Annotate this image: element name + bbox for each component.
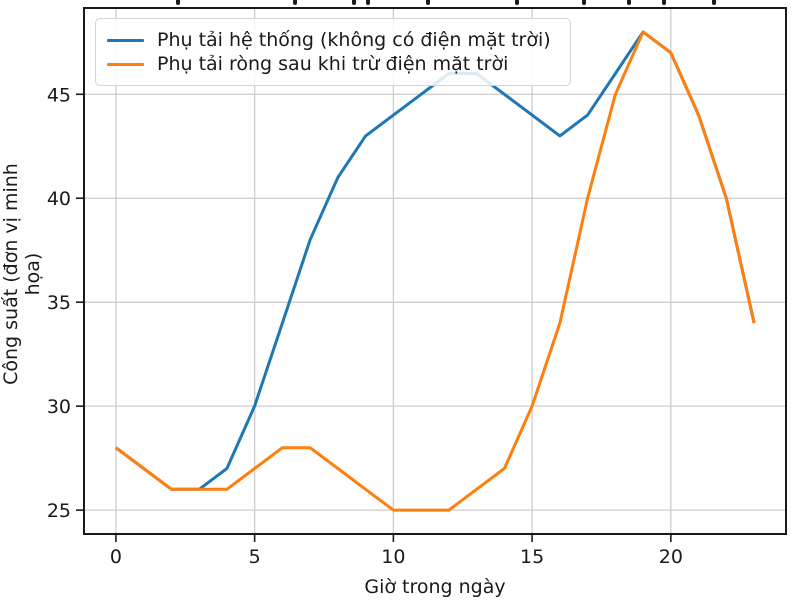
legend-item-net-load: Phụ tải ròng sau khi trừ điện mặt trời bbox=[107, 52, 558, 76]
x-tick-label: 10 bbox=[381, 546, 405, 568]
y-tick-label: 40 bbox=[47, 188, 71, 210]
legend-swatch-net-load bbox=[107, 62, 144, 66]
y-axis-label: Công suất (đơn vị minh họa) bbox=[0, 163, 44, 385]
clipped-title-glyph-fragment bbox=[426, 0, 430, 5]
plot-border bbox=[83, 7, 787, 535]
y-tick-label: 35 bbox=[47, 292, 71, 314]
gridlines bbox=[84, 8, 786, 534]
y-tick-label: 45 bbox=[47, 84, 71, 106]
clipped-title-glyph-fragment bbox=[176, 0, 180, 5]
clipped-title-fragments bbox=[0, 0, 800, 6]
clipped-title-glyph-fragment bbox=[712, 0, 716, 5]
x-tick-label: 15 bbox=[520, 546, 544, 568]
clipped-title-glyph-fragment bbox=[293, 0, 297, 5]
y-tick-label: 25 bbox=[47, 500, 71, 522]
x-axis-label: Giờ trong ngày bbox=[364, 576, 506, 598]
clipped-title-glyph-fragment bbox=[627, 0, 631, 5]
y-tick-label: 30 bbox=[47, 396, 71, 418]
clipped-title-glyph-fragment bbox=[515, 0, 519, 5]
legend-label-net-load: Phụ tải ròng sau khi trừ điện mặt trời bbox=[157, 53, 509, 75]
legend-item-system-load: Phụ tải hệ thống (không có điện mặt trời… bbox=[107, 28, 558, 52]
clipped-title-glyph-fragment bbox=[662, 0, 666, 5]
x-tick-label: 5 bbox=[249, 546, 261, 568]
series-line-net-load bbox=[115, 30, 756, 512]
clipped-title-glyph-fragment bbox=[366, 0, 370, 5]
x-tick-label: 20 bbox=[659, 546, 683, 568]
legend-label-system-load: Phụ tải hệ thống (không có điện mặt trời… bbox=[157, 29, 551, 51]
x-tick-label: 0 bbox=[110, 546, 122, 568]
clipped-title-glyph-fragment bbox=[352, 0, 356, 5]
clipped-title-glyph-fragment bbox=[582, 0, 586, 5]
tick-marks: 0 5 10 15 20 25 30 35 40 45 bbox=[47, 84, 683, 568]
series-line-system-load bbox=[115, 30, 756, 491]
legend-swatch-system-load bbox=[107, 38, 144, 42]
legend: Phụ tải hệ thống (không có điện mặt trời… bbox=[95, 18, 571, 86]
